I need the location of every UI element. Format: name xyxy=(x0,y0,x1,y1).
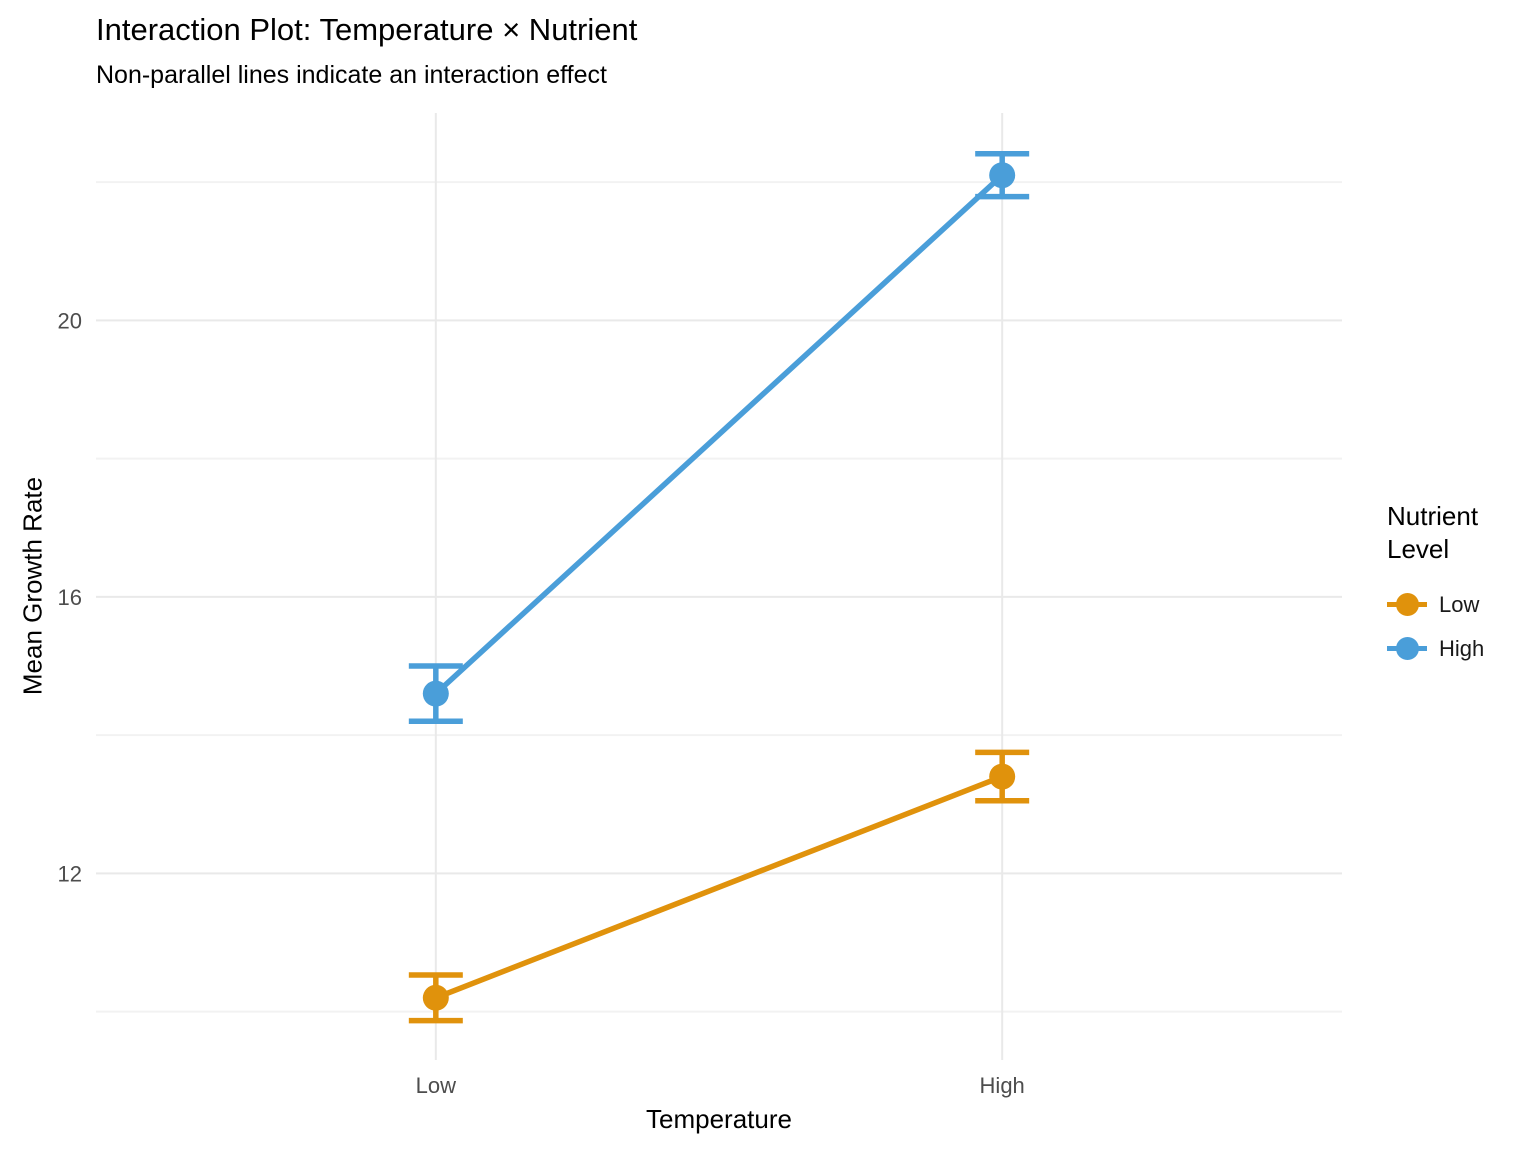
series-line-high xyxy=(433,172,1005,697)
legend-label-low: Low xyxy=(1439,591,1480,617)
legend: Nutrient Level Low High xyxy=(1387,500,1536,671)
y-tick-label: 20 xyxy=(58,308,82,333)
chart-subtitle: Non-parallel lines indicate an interacti… xyxy=(96,61,607,89)
chart-title: Interaction Plot: Temperature × Nutrient xyxy=(96,12,638,47)
data-point-low-low xyxy=(422,984,449,1011)
data-point-high-high xyxy=(989,162,1016,189)
series-line-low xyxy=(433,773,1005,1001)
legend-dot-icon xyxy=(1395,593,1419,617)
legend-dot-icon xyxy=(1395,637,1419,661)
legend-item-low: Low xyxy=(1387,583,1536,627)
data-point-high-low xyxy=(422,680,449,707)
x-axis-title: Temperature xyxy=(646,1104,792,1134)
y-axis-title: Mean Growth Rate xyxy=(17,476,48,696)
y-tick-label: 16 xyxy=(58,585,82,610)
legend-title: Nutrient Level xyxy=(1387,501,1479,565)
x-tick-label: Low xyxy=(416,1073,456,1098)
y-tick-label: 12 xyxy=(58,861,82,886)
data-point-low-high xyxy=(989,763,1016,790)
legend-key-low-icon xyxy=(1387,587,1427,623)
legend-key-high-icon xyxy=(1387,631,1427,667)
x-tick-label: High xyxy=(980,1073,1025,1098)
legend-item-high: High xyxy=(1387,627,1536,671)
legend-label-high: High xyxy=(1439,635,1485,661)
